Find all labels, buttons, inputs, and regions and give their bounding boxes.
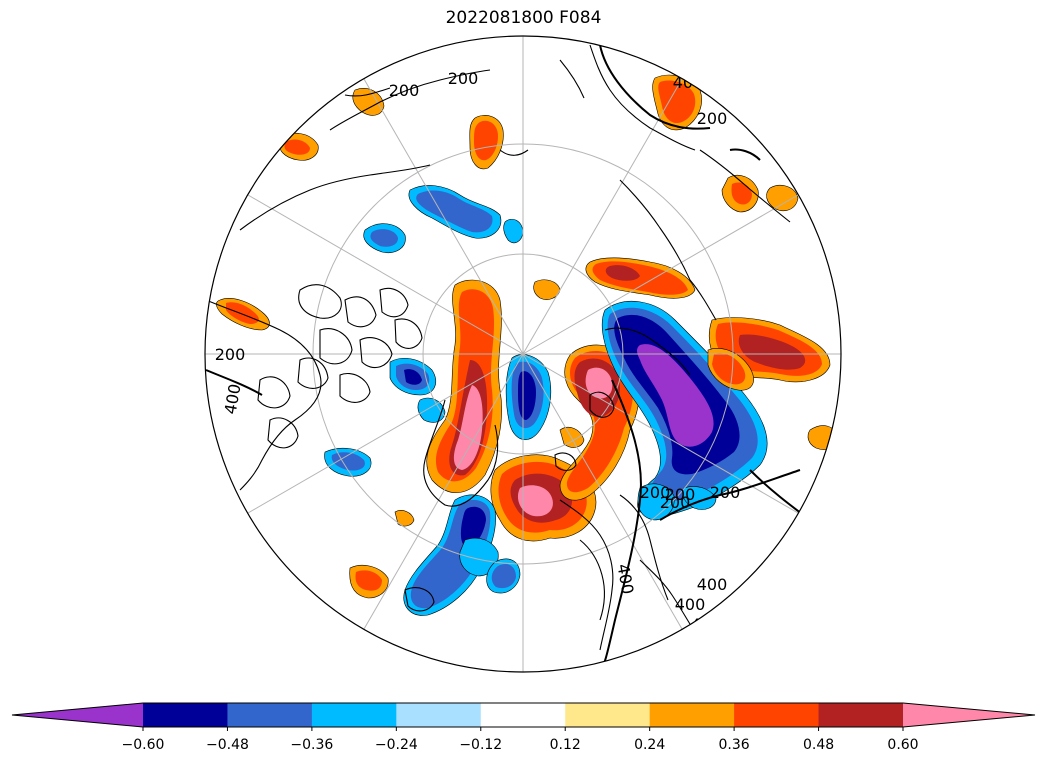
contour-label: 200	[640, 483, 671, 502]
contour-label: 200	[710, 483, 741, 502]
colorbar-tick-label: 0.24	[634, 737, 665, 753]
contour-label: 200	[389, 81, 420, 100]
coastlines	[205, 44, 791, 651]
contour-label: 200	[660, 493, 691, 512]
colorbar-tick-label: 0.12	[550, 737, 581, 753]
colorbar-tick-label: −0.12	[459, 737, 502, 753]
colorbar-extend-min	[12, 703, 143, 727]
positive-anomaly-central-left	[426, 279, 502, 494]
contour-label: 400	[675, 595, 706, 614]
map-title: 2022081800 F084	[445, 8, 602, 28]
graticule	[205, 36, 841, 672]
contour-label: 400	[691, 615, 722, 634]
negative-anomaly-central	[505, 354, 552, 440]
colorbar-tick-label: −0.60	[122, 737, 165, 753]
colorbar-tick-label: 0.60	[887, 737, 918, 753]
negative-anomaly-south	[403, 483, 717, 616]
contour-label: 400	[221, 382, 245, 415]
contour-label: 200	[697, 109, 728, 128]
contour-label: 400	[697, 575, 728, 594]
colorbar-tick-label: −0.36	[290, 737, 333, 753]
colorbar-segment	[734, 703, 820, 727]
colorbar-tick-label: 0.48	[803, 737, 834, 753]
map-field: 200 200 400 200 200 400 200 400 400 400 …	[205, 36, 841, 672]
contour-label: 400	[613, 562, 637, 595]
contour-label: 200	[665, 485, 696, 504]
height-contours	[205, 44, 811, 672]
colorbar-extend-max	[903, 703, 1035, 727]
colorbar-segment	[649, 703, 735, 727]
negative-anomaly-east	[601, 300, 768, 517]
colorbar-tick-label: −0.48	[206, 737, 249, 753]
colorbar-tick-label: −0.24	[375, 737, 418, 753]
contour-label: 200	[448, 69, 479, 88]
colorbar-segment	[565, 703, 651, 727]
colorbar-segment	[480, 703, 566, 727]
colorbar-segment	[311, 703, 397, 727]
colorbar-tick-label: 0.36	[719, 737, 750, 753]
colorbar-segment	[143, 703, 228, 727]
positive-anomaly-east-edge	[707, 317, 831, 391]
colorbar-segment	[818, 703, 904, 727]
colorbar: −0.60 −0.48 −0.36 −0.24 −0.12 0.12 0.24 0.36 0.4…	[11, 702, 1036, 753]
positive-anomaly-northeast	[585, 74, 799, 299]
map-boundary	[204, 35, 842, 673]
positive-anomaly-central-right	[559, 344, 640, 501]
contour-label: 200	[215, 345, 246, 364]
colorbar-segment	[227, 703, 313, 727]
colorbar-segment	[396, 703, 482, 727]
